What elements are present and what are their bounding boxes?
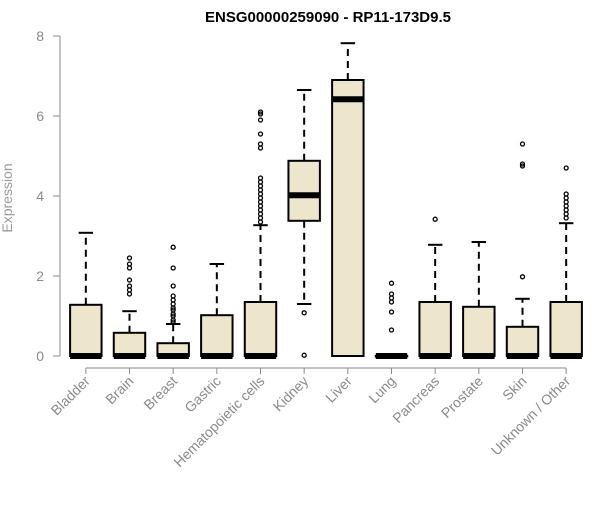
outlier-point [432, 216, 438, 222]
outlier-point [170, 313, 176, 319]
outlier-point [257, 131, 264, 137]
y-tick-label: 6 [36, 108, 44, 124]
x-tick-label: Bladder [48, 373, 94, 419]
outlier-point [519, 161, 526, 167]
outlier-point [519, 163, 526, 169]
y-axis-label: Expression [0, 163, 15, 232]
box-group [462, 241, 496, 359]
outlier-point [126, 255, 133, 261]
outlier-point [519, 141, 526, 147]
box-iqr [287, 159, 321, 222]
outlier-point [126, 277, 133, 283]
outlier-point [388, 309, 395, 315]
y-tick-label: 2 [36, 268, 44, 284]
box-group [287, 89, 321, 358]
outlier-point [563, 165, 569, 171]
box-iqr [243, 301, 278, 357]
outlier-point [563, 191, 569, 197]
outlier-point [257, 141, 264, 147]
x-tick-label: Prostate [438, 373, 486, 421]
y-tick-label: 8 [36, 28, 44, 44]
box-iqr [200, 314, 234, 358]
outlier-point [257, 117, 264, 123]
box-group [112, 255, 147, 359]
box-group [331, 42, 365, 357]
x-tick-label: Pancreas [389, 373, 442, 426]
y-tick-label: 4 [36, 188, 44, 204]
outlier-point [257, 175, 264, 181]
chart-title: ENSG00000259090 - RP11-173D9.5 [205, 9, 451, 26]
box-group [374, 280, 409, 359]
outlier-point [301, 352, 307, 358]
outlier-point [257, 109, 264, 115]
box-group [505, 141, 540, 359]
outlier-point [388, 280, 395, 286]
outlier-point [170, 307, 176, 313]
outlier-point [257, 111, 264, 117]
outlier-point [126, 261, 133, 267]
outlier-point [126, 283, 133, 289]
x-tick-label: Skin [499, 373, 530, 404]
x-tick-label: Liver [322, 373, 355, 406]
x-tick-label: Unknown / Other [488, 373, 574, 459]
outlier-point [170, 293, 176, 299]
x-tick-label: Gastric [181, 373, 224, 416]
box-group [69, 231, 103, 359]
x-tick-label: Breast [140, 373, 180, 413]
x-tick-label: Lung [365, 373, 398, 406]
box-group [243, 109, 278, 359]
outlier-point [170, 283, 176, 289]
x-tick-label: Kidney [270, 373, 312, 415]
outlier-point [170, 265, 176, 271]
box-group [200, 263, 234, 359]
outlier-point [388, 327, 395, 333]
plot-area [69, 42, 583, 359]
y-tick-label: 0 [36, 348, 44, 364]
box-iqr [331, 79, 365, 357]
box-group [418, 216, 452, 359]
box-iqr [462, 305, 496, 357]
outlier-point [519, 274, 526, 280]
box-iqr [505, 325, 540, 357]
y-axis: 0 2 4 6 8 [36, 28, 61, 364]
outlier-point [170, 244, 176, 250]
outlier-point [170, 319, 176, 325]
box-group [549, 165, 583, 359]
box-iqr [112, 331, 147, 357]
x-tick-label: Brain [102, 373, 136, 407]
box-iqr [418, 301, 452, 357]
outlier-point [301, 310, 307, 316]
box-group [156, 244, 190, 359]
outlier-point [388, 291, 395, 297]
box-iqr [69, 303, 103, 357]
box-iqr [549, 301, 583, 357]
